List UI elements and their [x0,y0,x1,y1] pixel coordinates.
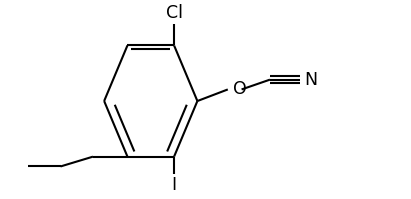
Text: Cl: Cl [166,4,182,22]
Text: O: O [233,80,247,99]
Text: I: I [171,176,177,194]
Text: N: N [305,71,318,89]
